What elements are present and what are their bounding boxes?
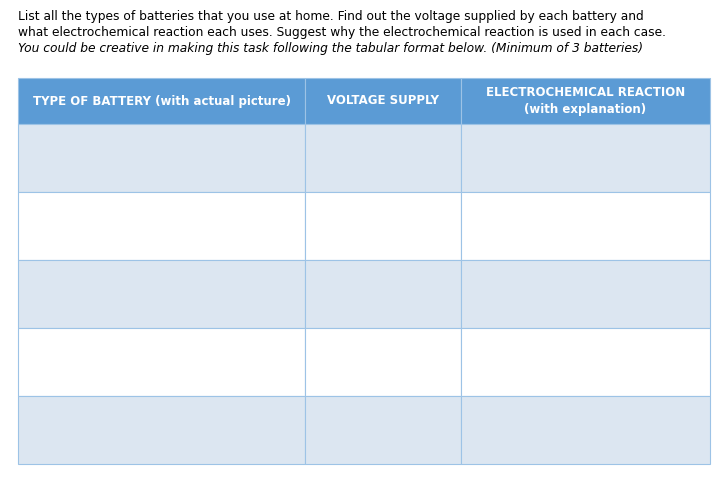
Text: TYPE OF BATTERY (with actual picture): TYPE OF BATTERY (with actual picture) bbox=[32, 95, 291, 107]
Bar bbox=[461, 396, 710, 464]
Bar bbox=[461, 328, 710, 396]
Bar bbox=[305, 78, 461, 124]
Bar bbox=[461, 192, 710, 260]
Bar bbox=[18, 328, 305, 396]
Bar bbox=[18, 78, 305, 124]
Bar bbox=[461, 78, 710, 124]
Bar bbox=[305, 328, 461, 396]
Bar bbox=[305, 192, 461, 260]
Text: what electrochemical reaction each uses. Suggest why the electrochemical reactio: what electrochemical reaction each uses.… bbox=[18, 26, 666, 39]
Text: You could be creative in making this task following the tabular format below. (M: You could be creative in making this tas… bbox=[18, 42, 643, 55]
Bar bbox=[18, 396, 305, 464]
Bar bbox=[305, 124, 461, 192]
Text: List all the types of batteries that you use at home. Find out the voltage suppl: List all the types of batteries that you… bbox=[18, 10, 644, 23]
Bar bbox=[305, 396, 461, 464]
Bar bbox=[461, 260, 710, 328]
Bar bbox=[18, 124, 305, 192]
Bar bbox=[18, 260, 305, 328]
Text: ELECTROCHEMICAL REACTION
(with explanation): ELECTROCHEMICAL REACTION (with explanati… bbox=[486, 87, 685, 115]
Bar bbox=[305, 260, 461, 328]
Text: VOLTAGE SUPPLY: VOLTAGE SUPPLY bbox=[327, 95, 439, 107]
Bar bbox=[18, 192, 305, 260]
Bar bbox=[461, 124, 710, 192]
